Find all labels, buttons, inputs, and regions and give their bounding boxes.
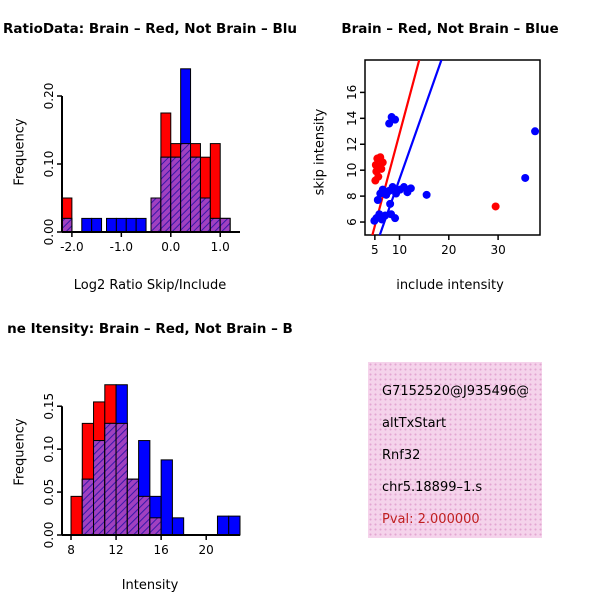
scatter-point-not_brain [531,127,540,136]
y-tick-label: 6 [345,218,359,226]
ratio-histogram-plot: -2.0 -1.0 0.0 1.0 0.00 0.10 0.20 [42,68,240,254]
panel-gene-info: G7152520@J935496@j_ altTxStart Rnf32 chr… [300,300,600,600]
ratio-histogram-title: RatioData: Brain – Red, Not Brain – Blu [2,21,298,37]
fit-line-brain [371,60,421,235]
scatter-point-not_brain [422,190,431,199]
histogram-bar-blue [135,217,147,233]
scatter-point-not_brain [388,183,397,192]
y-tick-label: 0.10 [42,151,56,178]
x-tick-label: 30 [490,243,505,257]
y-tick-label: 0.00 [42,522,56,549]
histogram-bar-overlap [93,440,106,536]
gene-name-text: Rnf32 [382,448,421,463]
scatter-title: Brain – Red, Not Brain – Blue [341,21,559,37]
histogram-bar-blue [91,217,103,233]
y-tick-label: 0.00 [42,219,56,246]
scatter-plot: 5 10 20 30 6 8 10 12 14 16 [345,59,541,257]
gene-info-box: G7152520@J935496@j_ altTxStart Rnf32 chr… [368,362,542,538]
histogram-bar-overlap [219,217,231,233]
histogram-bar-blue [81,217,93,233]
y-tick-label: 12 [345,137,359,152]
histogram-bar-overlap [104,422,117,536]
fit-line-not_brain [378,60,443,235]
histogram-bar-overlap [170,156,182,233]
scatter-point-not_brain [521,173,530,182]
histogram-bar-overlap [81,478,95,536]
panel-intensity-scatter: Brain – Red, Not Brain – Blue 5 10 20 30 6 8 1… [300,0,600,300]
y-tick-label: 16 [345,85,359,100]
histogram-bar-overlap [190,156,201,233]
y-tick-label: 0.10 [42,436,56,463]
scatter-point-brain [378,158,387,167]
histogram-bar-overlap [160,156,172,233]
scatter-point-not_brain [391,214,400,223]
histogram-bar-overlap [138,495,151,536]
histogram-bar-blue [171,517,185,536]
gene-id-text: G7152520@J935496@j_ [382,384,528,399]
histogram-bar-overlap [209,217,221,233]
scatter-point-not_brain [391,115,400,124]
histogram-bar-blue [125,217,137,233]
x-tick-label: 5 [371,243,379,257]
x-tick-label: 0.0 [161,240,180,254]
scatter-point-brain [371,176,380,185]
gene-intensity-title: ne Itensity: Brain – Red, Not Brain – B [7,321,293,337]
gene-intensity-xlabel: Intensity [121,578,179,593]
event-type-text: altTxStart [382,416,447,431]
scatter-point-brain [491,202,500,211]
y-tick-label: 0.05 [42,479,56,506]
histogram-bar-blue [106,217,117,233]
chromosome-location-text: chr5.18899–1.s [382,480,483,495]
histogram-bar-overlap [126,478,140,536]
histogram-bar-blue [160,459,173,536]
plot-box [364,59,541,236]
x-tick-label: 16 [153,543,168,557]
x-tick-label: 20 [441,243,456,257]
y-tick-label: 14 [345,111,359,126]
scatter-content [370,60,540,235]
histogram-bar-blue [228,515,241,536]
scatter-point-not_brain [406,184,415,193]
y-tick-label: 0.15 [42,393,56,420]
histogram-bar-blue [115,217,127,233]
x-tick-label: 8 [67,543,75,557]
y-tick-label: 10 [345,163,359,178]
panel-ratio-histogram: RatioData: Brain – Red, Not Brain – Blu … [0,0,300,300]
histogram-bar-red [70,495,83,536]
x-tick-label: -2.0 [60,240,83,254]
histogram-bar-overlap [149,517,162,536]
scatter-point-not_brain [373,196,382,204]
x-tick-label: 1.0 [211,240,230,254]
scatter-point-brain [377,164,386,173]
scatter-ylabel-text: skip intensity [312,108,328,196]
histogram-bar-overlap [150,197,162,233]
histogram-bar-overlap [61,217,73,233]
ratio-histogram-xlabel: Log2 Ratio Skip/Include [73,278,227,293]
scatter-point-not_brain [386,199,395,208]
histogram-bar-overlap [180,143,192,233]
gene-intensity-plot: 8 12 16 20 0.00 0.05 0.10 0.15 [42,384,241,557]
pval-text: Pval: 2.000000 [382,512,480,527]
histogram-bar-blue [216,515,230,536]
scatter-xlabel: include intensity [396,278,504,293]
y-tick-label: 0.20 [42,83,56,110]
y-tick-label: 8 [345,192,359,200]
x-tick-label: 20 [199,543,214,557]
x-tick-label: 10 [392,243,407,257]
gene-intensity-ylabel-text: Frequency [12,418,28,486]
ratio-histogram-ylabel-text: Frequency [12,118,28,186]
histogram-bar-overlap [199,197,211,233]
histogram-bar-overlap [115,422,128,536]
scatter-point-not_brain [385,119,394,128]
panel-gene-intensity-histogram: ne Itensity: Brain – Red, Not Brain – B … [0,300,300,600]
x-tick-label: 12 [108,543,123,557]
x-tick-label: -1.0 [110,240,133,254]
